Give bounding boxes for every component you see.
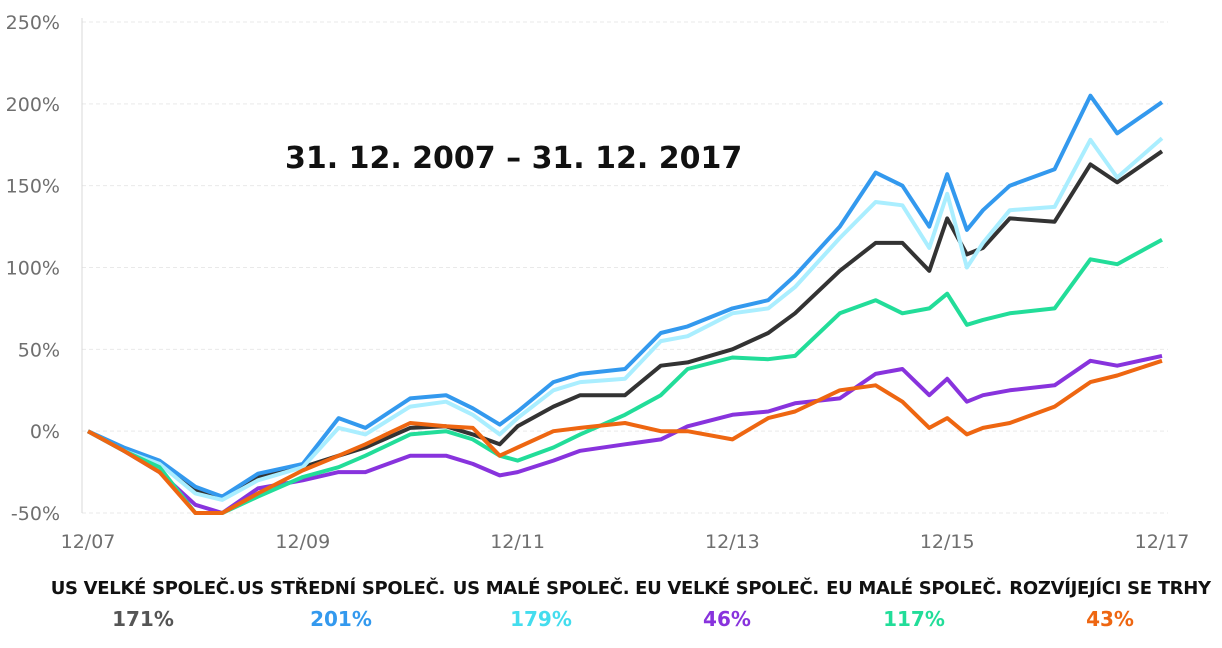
legend-series-name: US VELKÉ SPOLEČ. <box>50 578 236 599</box>
series-lines <box>87 93 1164 515</box>
legend-series-name: EU VELKÉ SPOLEČ. <box>635 578 819 599</box>
period-label: 31. 12. 2007 – 31. 12. 2017 <box>285 141 742 176</box>
x-tick-label: 12/09 <box>275 531 330 553</box>
legend: US VELKÉ SPOLEČ. 171% US STŘEDNÍ SPOLEČ. 20… <box>0 578 1222 648</box>
legend-series-total: 179% <box>510 607 572 631</box>
series-line-3 <box>87 353 1163 515</box>
legend-item: ROZVÍJEJÍCI SE TRHY 43% <box>1009 578 1211 631</box>
series-line-1 <box>87 93 1164 499</box>
legend-item: US MALÉ SPOLEČ. 179% <box>453 578 630 631</box>
y-tick-label: 200% <box>6 94 60 116</box>
grid-lines <box>81 18 1168 514</box>
y-tick-label: 250% <box>6 12 60 34</box>
series-line-2 <box>87 136 1164 502</box>
x-axis-ticks: 12/07 12/09 12/11 12/13 12/15 12/17 <box>61 531 1190 553</box>
legend-series-total: 46% <box>703 607 751 631</box>
line-chart: 250% 200% 150% 100% 50% 0% -50% 12/07 12/09 12/1… <box>6 12 1190 553</box>
series-line-4 <box>87 237 1163 515</box>
y-tick-label: 100% <box>6 258 60 280</box>
y-tick-label: 50% <box>18 339 60 361</box>
legend-series-total: 171% <box>112 607 174 631</box>
legend-series-total: 117% <box>883 607 945 631</box>
legend-item: EU VELKÉ SPOLEČ. 46% <box>635 578 819 631</box>
x-tick-label: 12/15 <box>920 531 975 553</box>
x-tick-label: 12/13 <box>705 531 760 553</box>
legend-series-name: EU MALÉ SPOLEČ. <box>826 578 1002 599</box>
y-tick-label: 0% <box>30 421 60 443</box>
legend-series-name: ROZVÍJEJÍCI SE TRHY <box>1009 578 1211 599</box>
x-tick-label: 12/17 <box>1135 531 1190 553</box>
y-axis-ticks: 250% 200% 150% 100% 50% 0% -50% <box>6 12 60 525</box>
series-line-5 <box>87 358 1163 515</box>
legend-item: EU MALÉ SPOLEČ. 117% <box>826 578 1002 631</box>
legend-item: US STŘEDNÍ SPOLEČ. 201% <box>237 578 445 631</box>
y-tick-label: 150% <box>6 176 60 198</box>
y-tick-label: -50% <box>11 503 60 525</box>
legend-series-name: US STŘEDNÍ SPOLEČ. <box>236 578 446 599</box>
legend-series-name: US MALÉ SPOLEČ. <box>452 578 630 599</box>
legend-item: US VELKÉ SPOLEČ. 171% <box>51 578 236 631</box>
x-tick-label: 12/11 <box>490 531 545 553</box>
legend-series-total: 43% <box>1086 607 1134 631</box>
x-tick-label: 12/07 <box>61 531 116 553</box>
legend-series-total: 201% <box>310 607 372 631</box>
